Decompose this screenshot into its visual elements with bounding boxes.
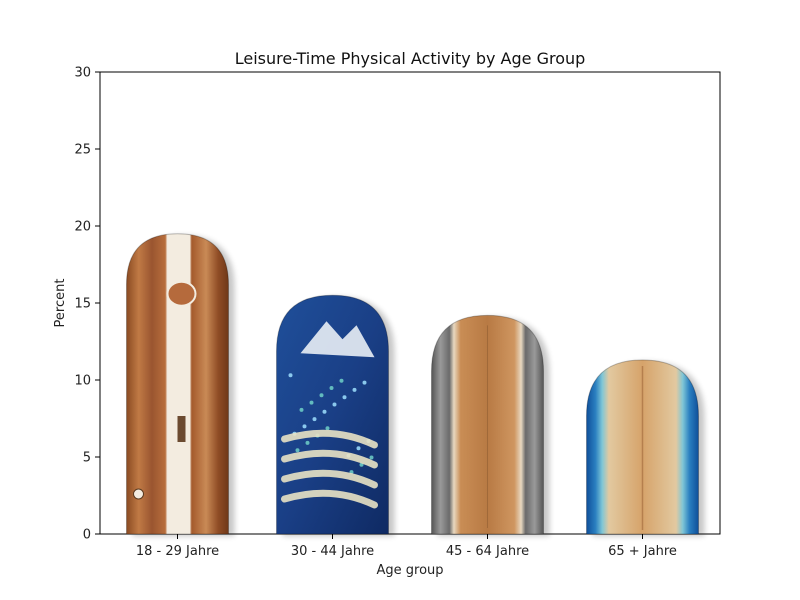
x-axis-title: Age group: [376, 563, 443, 578]
board-star-dot: [319, 393, 324, 398]
bar-2: [276, 294, 395, 536]
board-star-dot: [309, 400, 314, 405]
bar-4: [586, 359, 705, 536]
x-axis: 18 - 29 Jahre 30 - 44 Jahre 45 - 64 Jahre 6…: [136, 534, 677, 559]
board-wave-art: [281, 489, 378, 509]
board-star-dot: [305, 440, 310, 445]
board-star-dot: [299, 407, 304, 412]
y-axis: 0 5 10 15 20 25 30: [74, 66, 100, 543]
bar-1: [126, 233, 235, 536]
y-tick-label: 15: [74, 297, 91, 312]
board-star-dot: [342, 395, 347, 400]
board-wave-art: [281, 469, 378, 489]
bar-body: [126, 233, 229, 535]
y-tick-label: 0: [83, 528, 91, 543]
board-star-dot: [322, 409, 327, 414]
board-logo-badge: [166, 280, 197, 307]
y-tick-label: 10: [74, 374, 91, 389]
board-star-dot: [329, 386, 334, 390]
y-tick-label: 30: [74, 66, 91, 81]
x-tick-label: 45 - 64 Jahre: [446, 544, 529, 559]
board-star-dot: [325, 426, 330, 431]
board-leash-plug: [133, 488, 144, 500]
board-tag: [177, 416, 186, 442]
board-star-dot: [352, 387, 357, 392]
board-star-dot: [339, 378, 344, 383]
board-star-dot: [288, 373, 293, 378]
board-star-dot: [312, 417, 317, 422]
chart-title: Leisure-Time Physical Activity by Age Gr…: [235, 49, 586, 68]
board-star-dot: [295, 448, 300, 453]
board-mountain-art: [300, 321, 375, 358]
y-tick-label: 25: [74, 143, 91, 158]
board-wave-art: [281, 429, 378, 449]
bar-3: [431, 314, 550, 536]
y-tick-label: 5: [83, 451, 91, 466]
bars-group: [126, 233, 705, 536]
board-star-dot: [359, 462, 364, 467]
y-axis-title: Percent: [53, 279, 68, 328]
board-star-dot: [362, 380, 367, 385]
x-tick-label: 18 - 29 Jahre: [136, 544, 219, 559]
y-tick-label: 20: [74, 220, 91, 235]
x-tick-label: 30 - 44 Jahre: [291, 544, 374, 559]
x-tick-label: 65 + Jahre: [608, 544, 677, 559]
board-star-dot: [302, 424, 307, 429]
board-wave-art: [281, 449, 378, 469]
board-star-dot: [356, 446, 361, 451]
board-star-dot: [369, 455, 374, 460]
board-star-dot: [332, 402, 337, 407]
